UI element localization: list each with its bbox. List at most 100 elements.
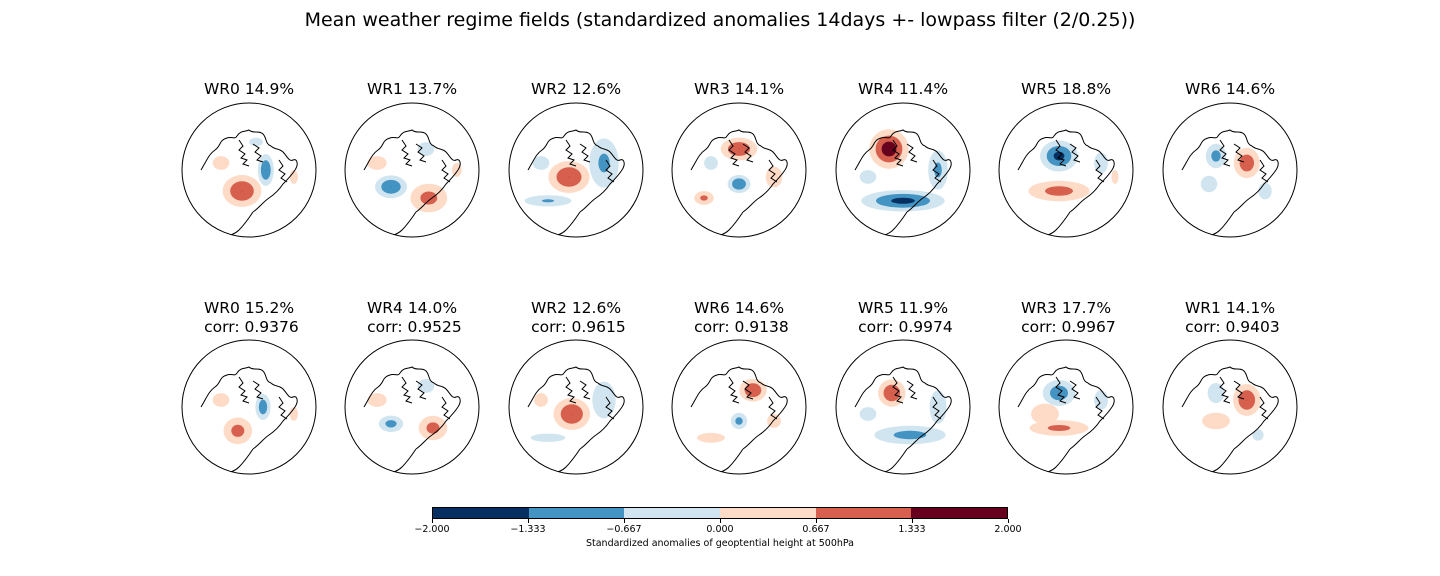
figure-title: Mean weather regime fields (standardized… <box>304 9 1136 31</box>
coastline <box>690 135 728 171</box>
map-boundary <box>508 102 644 238</box>
coastline <box>1095 159 1105 183</box>
coastline <box>1069 406 1113 450</box>
coastline <box>712 448 744 474</box>
coastline <box>1219 376 1231 404</box>
anomaly-contour <box>1252 429 1264 441</box>
panel-title: WR1 14.1% corr: 0.9403 <box>1160 299 1300 337</box>
polar-map <box>835 339 971 475</box>
coastline <box>726 129 762 147</box>
anomaly-contour <box>881 141 897 157</box>
colorbar-tick <box>528 519 529 523</box>
coastline <box>726 366 762 384</box>
regime-label: WR2 12.6% <box>530 299 622 317</box>
anomaly-field <box>1017 129 1119 237</box>
coastline <box>597 382 625 408</box>
regime-label: WR0 14.9% <box>203 80 295 98</box>
anomaly-contour <box>1050 385 1068 401</box>
coastline <box>1069 169 1113 213</box>
coastline <box>385 448 417 474</box>
colorbar-segment <box>720 508 816 518</box>
polar-map <box>835 102 971 238</box>
colorbar-tick-label: −2.000 <box>414 524 450 535</box>
anomaly-field <box>690 129 788 237</box>
anomaly-contour <box>530 433 566 442</box>
anomaly-contour <box>1258 182 1272 200</box>
anomaly-contour <box>532 156 550 170</box>
coastline <box>222 448 254 474</box>
regime-panel: WR1 13.7% <box>342 80 482 240</box>
coastline <box>742 406 786 450</box>
coastline <box>854 372 892 408</box>
panel-title: WR6 14.6% corr: 0.9138 <box>669 299 809 337</box>
coastline <box>563 366 599 384</box>
anomaly-contour <box>426 422 440 434</box>
map-boundary <box>998 339 1134 475</box>
anomaly-contour <box>568 176 570 178</box>
anomaly-contour <box>417 142 435 156</box>
correlation-label: corr: 0.9615 <box>526 318 626 336</box>
polar-map <box>998 102 1134 238</box>
anomaly-field <box>527 366 625 474</box>
anomaly-contour <box>891 197 915 204</box>
anomaly-field <box>1181 366 1279 474</box>
coastline <box>385 211 417 237</box>
coastline <box>728 376 740 404</box>
panel-title: WR0 14.9% <box>179 80 319 99</box>
anomaly-contour <box>1207 383 1225 403</box>
coastline <box>270 145 298 171</box>
polar-map <box>181 339 317 475</box>
regime-label: WR0 15.2% <box>203 299 295 317</box>
coastline <box>278 159 288 183</box>
coastline <box>363 372 401 408</box>
coastline <box>728 139 740 167</box>
coastline <box>1181 372 1219 408</box>
coastline <box>579 143 591 163</box>
polar-map <box>181 102 317 238</box>
regime-panel: WR6 14.6% corr: 0.9138 <box>669 299 809 477</box>
coastline <box>742 169 786 213</box>
panel-title: WR5 11.9% corr: 0.9974 <box>833 299 973 337</box>
regime-label: WR3 17.7% <box>1020 299 1112 317</box>
coastline <box>399 129 435 147</box>
coastline <box>1203 448 1235 474</box>
map-boundary <box>1162 102 1298 238</box>
coastline <box>415 143 427 163</box>
regime-label: WR6 14.6% <box>1184 80 1276 98</box>
coastline <box>200 135 238 171</box>
coastline <box>906 406 950 450</box>
anomaly-contour <box>367 156 387 170</box>
coastline <box>1053 366 1089 384</box>
anomaly-contour <box>1239 154 1254 172</box>
colorbar-tick-label: −1.333 <box>510 524 546 535</box>
coastline <box>742 380 754 400</box>
coastline <box>1095 396 1105 420</box>
anomaly-contour <box>700 195 708 201</box>
correlation-label: corr: 0.9974 <box>853 318 953 336</box>
anomaly-field <box>1181 129 1279 237</box>
polar-map <box>671 102 807 238</box>
coastline <box>605 159 615 183</box>
map-boundary <box>835 339 971 475</box>
anomaly-contour <box>249 137 263 147</box>
regime-label: WR4 11.4% <box>857 80 949 98</box>
anomaly-contour <box>1211 150 1221 162</box>
anomaly-contour <box>212 393 230 407</box>
coastline <box>1217 366 1253 384</box>
coastline <box>1087 145 1115 171</box>
map-boundary <box>181 339 317 475</box>
coastline <box>1217 129 1253 147</box>
coastline <box>363 135 401 171</box>
coastline <box>527 135 565 171</box>
coastline <box>1181 135 1219 171</box>
coastline <box>1087 382 1115 408</box>
coastline <box>605 396 615 420</box>
colorbar-segment <box>624 508 721 518</box>
panel-title: WR1 13.7% <box>342 80 482 99</box>
correlation-label: corr: 0.9138 <box>689 318 789 336</box>
map-boundary <box>671 102 807 238</box>
coastline <box>252 143 264 163</box>
regime-label: WR1 14.1% <box>1184 299 1276 317</box>
coastline <box>1219 139 1231 167</box>
colorbar-tick-label: 1.333 <box>898 524 926 535</box>
